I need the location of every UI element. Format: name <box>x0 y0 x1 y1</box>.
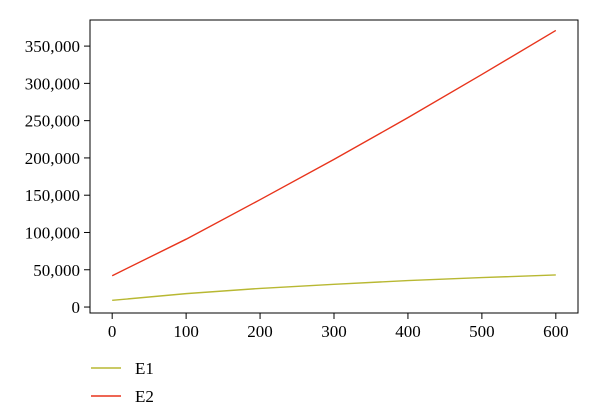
y-tick-label: 100,000 <box>25 223 80 242</box>
x-tick-label: 300 <box>321 322 347 341</box>
x-axis: 0 100 200 300 400 500 600 <box>108 313 569 341</box>
x-tick-label: 500 <box>469 322 495 341</box>
series-line-e2 <box>111 29 557 277</box>
x-tick-label: 600 <box>543 322 569 341</box>
x-tick-label: 200 <box>247 322 273 341</box>
y-tick-label: 300,000 <box>25 74 80 93</box>
y-tick-label: 350,000 <box>25 37 80 56</box>
x-tick-label: 100 <box>173 322 199 341</box>
series-line-e1 <box>112 274 556 302</box>
series-layer <box>111 29 557 302</box>
y-tick-label: 250,000 <box>25 112 80 131</box>
legend-label-e2: E2 <box>135 387 154 406</box>
plot-frame <box>89 19 579 314</box>
y-axis: 0 50,000 100,000 150,000 200,000 250,000 300,0… <box>25 37 90 317</box>
x-tick-label: 400 <box>395 322 421 341</box>
x-tick-label: 0 <box>108 322 117 341</box>
y-tick-label: 200,000 <box>25 149 80 168</box>
y-tick-label: 50,000 <box>33 261 80 280</box>
y-tick-label: 0 <box>72 298 81 317</box>
plot-area <box>89 19 579 314</box>
legend-label-e1: E1 <box>135 359 154 378</box>
y-tick-label: 150,000 <box>25 186 80 205</box>
